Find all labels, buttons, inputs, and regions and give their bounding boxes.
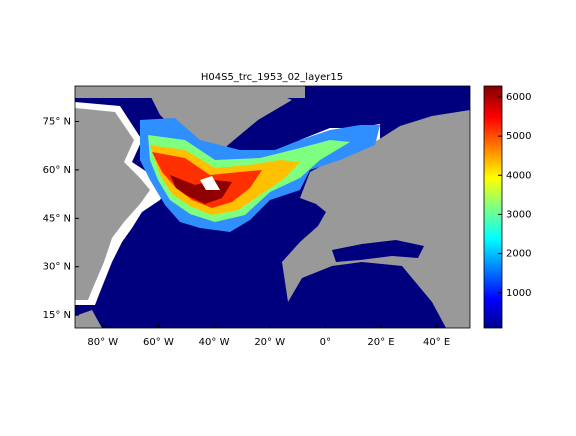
colorbar-tick-label: 2000 — [506, 249, 531, 260]
greenland — [150, 88, 292, 165]
colorbar-tick-label: 4000 — [506, 170, 531, 181]
x-tick-label: 40° E — [423, 337, 450, 348]
y-tick-label: 75° N — [43, 116, 71, 127]
colorbar — [483, 85, 503, 329]
y-tick-label: 45° N — [43, 213, 71, 224]
x-tick-label: 0° — [320, 337, 331, 348]
map-title: H04S5_trc_1953_02_layer15 — [201, 72, 343, 83]
land — [282, 110, 470, 328]
y-tick-label: 60° N — [43, 165, 71, 176]
x-tick-label: 80° W — [87, 337, 118, 348]
colorbar-tick-label: 3000 — [506, 209, 531, 220]
y-tick-label: 30° N — [43, 262, 71, 273]
field-peak — [170, 175, 232, 204]
colorbar-tick-label: 1000 — [506, 288, 531, 299]
colorbar-tick-label: 5000 — [506, 131, 531, 142]
land — [75, 310, 102, 328]
x-tick-label: 20° E — [367, 337, 394, 348]
axes-box — [74, 85, 471, 329]
nan-region — [200, 176, 220, 190]
x-tick-label: 60° W — [143, 337, 174, 348]
land — [75, 108, 150, 300]
colorbar-tick-label: 6000 — [506, 92, 531, 103]
map-area — [75, 86, 470, 328]
sea — [332, 240, 424, 262]
x-tick-label: 40° W — [199, 337, 230, 348]
y-tick-label: 15° N — [43, 310, 71, 321]
x-tick-label: 20° W — [254, 337, 285, 348]
